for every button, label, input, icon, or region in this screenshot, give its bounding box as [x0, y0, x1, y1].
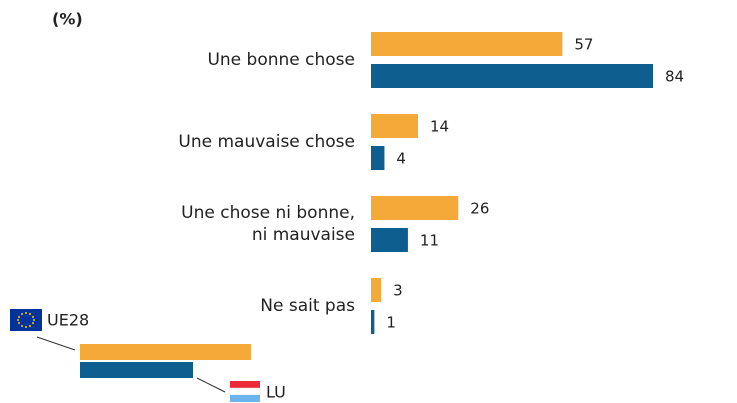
- eu-flag: [10, 309, 42, 331]
- chart-title: (%): [52, 10, 83, 29]
- bar: [371, 114, 418, 138]
- value-label: 3: [393, 282, 403, 300]
- value-label: 14: [430, 118, 449, 136]
- bar: [371, 228, 408, 252]
- leader-line: [196, 377, 226, 393]
- category-label: Une bonne chose: [207, 50, 355, 70]
- leader-line: [36, 336, 76, 351]
- legend-label: LU: [266, 383, 286, 402]
- value-label: 1: [386, 314, 396, 332]
- bar: [371, 146, 385, 170]
- value-label: 26: [470, 200, 489, 218]
- legend-swatch: [80, 344, 251, 360]
- value-label: 84: [665, 68, 684, 86]
- legend-label: UE28: [47, 311, 89, 330]
- value-label: 4: [396, 150, 406, 168]
- category-label: Une chose ni bonne, ni mauvaise: [181, 203, 355, 245]
- category-label: Une mauvaise chose: [178, 132, 355, 152]
- bar: [371, 64, 653, 88]
- legend-swatch: [80, 362, 193, 378]
- category-label: Ne sait pas: [260, 296, 355, 316]
- value-label: 11: [420, 232, 439, 250]
- bar: [371, 310, 375, 334]
- value-label: 57: [574, 36, 593, 54]
- lu-flag: [229, 381, 261, 402]
- bar: [371, 196, 459, 220]
- bar: [371, 278, 382, 302]
- bar: [371, 32, 563, 56]
